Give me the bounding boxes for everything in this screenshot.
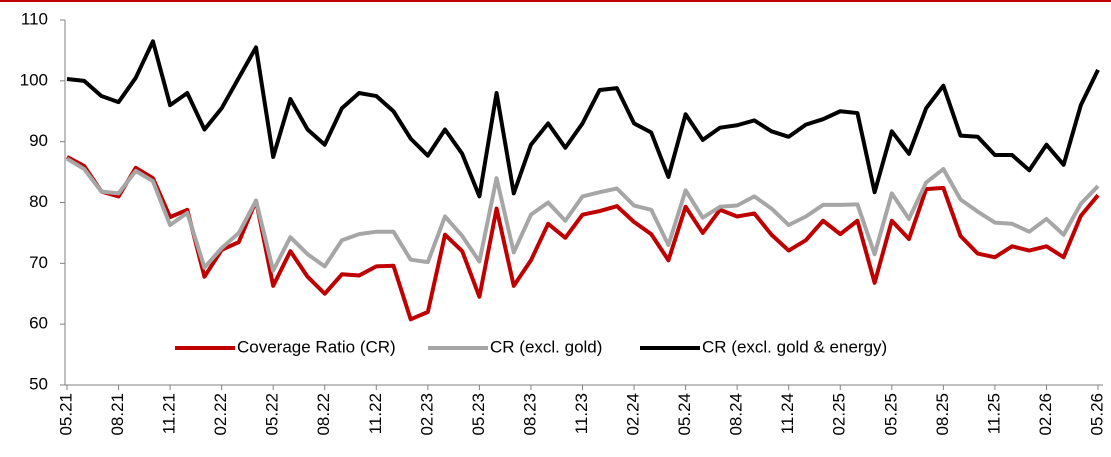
x-tick-label: 05.22 bbox=[263, 393, 282, 436]
x-tick-label: 08.23 bbox=[520, 393, 539, 436]
x-tick-label: 11.23 bbox=[572, 393, 591, 434]
legend-label: CR (excl. gold & energy) bbox=[702, 337, 887, 356]
series-line bbox=[65, 156, 1100, 273]
x-tick-label: 08.22 bbox=[314, 393, 333, 436]
x-tick-label: 05.25 bbox=[881, 393, 900, 436]
series-line bbox=[66, 39, 1100, 199]
x-tick-label: 08.21 bbox=[108, 393, 127, 436]
y-tick-label: 60 bbox=[29, 314, 48, 333]
x-tick-label: 11.24 bbox=[778, 393, 797, 434]
legend-label: CR (excl. gold) bbox=[490, 337, 602, 356]
legend-box bbox=[168, 334, 938, 362]
x-tick-label: 02.22 bbox=[211, 393, 230, 436]
x-tick-label: 08.24 bbox=[727, 393, 746, 436]
y-tick-label: 110 bbox=[21, 9, 48, 28]
y-tick-label: 90 bbox=[29, 131, 48, 150]
x-tick-label: 11.22 bbox=[366, 393, 385, 434]
y-tick-label: 70 bbox=[29, 253, 48, 272]
legend: Coverage Ratio (CR) CR (excl. gold) CR (ex… bbox=[168, 334, 938, 362]
x-tick-label: 11.25 bbox=[984, 393, 1003, 434]
legend-label: Coverage Ratio (CR) bbox=[237, 337, 396, 356]
x-tick-label: 02.24 bbox=[624, 393, 643, 436]
x-tick-label: 08.25 bbox=[933, 393, 952, 436]
y-tick-label: 100 bbox=[20, 70, 48, 89]
x-tick-label: 05.26 bbox=[1087, 393, 1106, 436]
x-tick-label: 05.24 bbox=[675, 393, 694, 436]
y-tick-label: 80 bbox=[29, 192, 48, 211]
x-tick-label: 11.21 bbox=[160, 393, 179, 434]
x-tick-label: 05.21 bbox=[56, 393, 75, 436]
y-tick-label: 50 bbox=[29, 374, 48, 393]
series-line bbox=[66, 155, 1100, 322]
x-tick-label: 02.26 bbox=[1036, 393, 1055, 436]
x-tick-label: 02.23 bbox=[417, 393, 436, 436]
x-tick-label: 02.25 bbox=[830, 393, 849, 436]
x-tick-label: 05.23 bbox=[469, 393, 488, 436]
